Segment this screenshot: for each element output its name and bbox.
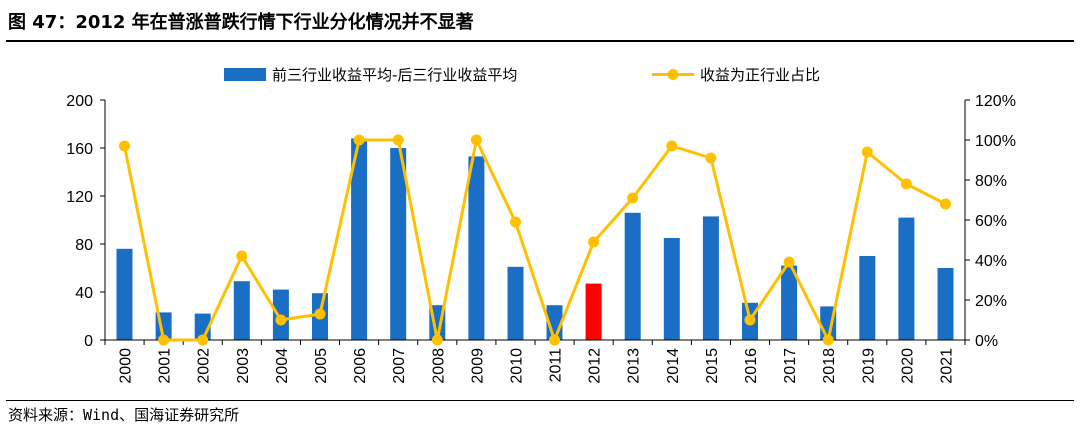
- x-tick-label-2001: 2001: [157, 348, 174, 384]
- bar-2012: [585, 283, 602, 340]
- y-left-tick-label: 40: [75, 285, 93, 302]
- line-point-2014: [666, 140, 678, 152]
- title-rule: [6, 40, 1074, 42]
- x-tick-label-2015: 2015: [704, 348, 721, 384]
- legend-line-label: 收益为正行业占比: [700, 66, 820, 84]
- line-point-2013: [627, 192, 639, 204]
- x-tick-label-2004: 2004: [274, 348, 291, 384]
- y-right-tick-label: 120%: [975, 93, 1016, 110]
- line-point-2016: [744, 314, 756, 326]
- bar-2017: [781, 265, 798, 340]
- legend-bar-label: 前三行业收益平均-后三行业收益平均: [272, 66, 517, 84]
- line-point-2020: [900, 178, 912, 190]
- line-point-2012: [588, 236, 600, 248]
- y-left-tick-label: 0: [84, 333, 93, 350]
- line-point-2017: [783, 256, 795, 268]
- line-series: [119, 134, 951, 346]
- line-point-2008: [431, 334, 443, 346]
- x-tick-label-2021: 2021: [938, 348, 955, 384]
- legend-line-marker: [667, 69, 679, 80]
- x-tick-label-2005: 2005: [313, 348, 330, 384]
- x-tick-label-2014: 2014: [665, 348, 682, 384]
- line-path: [123, 135, 947, 345]
- line-point-2001: [158, 334, 170, 346]
- x-tick-label-2013: 2013: [626, 348, 643, 384]
- bar-2003: [233, 281, 250, 340]
- x-tick-label-2003: 2003: [235, 348, 252, 384]
- x-tick-label-2008: 2008: [430, 348, 447, 384]
- line-point-2021: [940, 198, 951, 210]
- y-right-tick-label: 40%: [975, 253, 1007, 270]
- y-right-tick-label: 60%: [975, 213, 1007, 230]
- line-point-2015: [705, 152, 717, 164]
- x-tick-label-2020: 2020: [899, 348, 916, 384]
- line-point-2006: [353, 134, 365, 146]
- source-rule: [6, 400, 1074, 401]
- line-point-2003: [236, 250, 248, 262]
- bar-2015: [702, 216, 719, 340]
- bar-2014: [663, 238, 680, 340]
- x-tick-label-2018: 2018: [821, 348, 838, 384]
- y-right-tick-label: 20%: [975, 293, 1007, 310]
- x-tick-label-2000: 2000: [118, 348, 135, 384]
- bar-series: [116, 138, 954, 340]
- line-point-2009: [470, 134, 482, 146]
- bar-2019: [859, 256, 876, 340]
- x-tick-label-2009: 2009: [469, 348, 486, 384]
- y-left-tick-label: 200: [66, 93, 93, 110]
- y-right-tick-label: 100%: [975, 133, 1016, 150]
- bar-2010: [507, 266, 524, 340]
- bar-2020: [898, 217, 915, 340]
- x-tick-label-2017: 2017: [782, 348, 799, 384]
- tick-labels: 0 40 80 120 160 200 0% 20% 40% 60% 80% 100% 120% 2000…: [66, 93, 1016, 384]
- x-tick-label-2002: 2002: [196, 348, 213, 384]
- line-point-2005: [314, 308, 326, 320]
- bar-2006: [351, 138, 368, 340]
- bar-2013: [624, 212, 641, 340]
- y-left-tick-label: 120: [66, 189, 93, 206]
- figure-title: 图 47：2012 年在普涨普跌行情下行业分化情况并不显著: [8, 12, 474, 33]
- y-left-tick-label: 160: [66, 141, 93, 158]
- x-tick-label-2019: 2019: [860, 348, 877, 384]
- x-tick-label-2011: 2011: [548, 348, 565, 383]
- line-point-2002: [197, 334, 209, 346]
- x-tick-label-2006: 2006: [352, 348, 369, 384]
- line-point-2000: [119, 140, 130, 152]
- bar-2000: [116, 248, 133, 340]
- x-tick-label-2016: 2016: [743, 348, 760, 384]
- legend-bar-swatch: [224, 68, 266, 81]
- x-tick-label-2010: 2010: [508, 348, 525, 384]
- y-right-tick-label: 80%: [975, 173, 1007, 190]
- axes: [100, 99, 970, 345]
- x-tick-label-2012: 2012: [587, 348, 604, 384]
- y-left-tick-label: 80: [75, 237, 93, 254]
- y-right-tick-label: 0%: [975, 333, 998, 350]
- line-point-2018: [822, 334, 834, 346]
- line-point-2004: [275, 314, 287, 326]
- line-point-2010: [510, 216, 521, 228]
- source-note: 资料来源：Wind、国海证券研究所: [8, 406, 240, 424]
- x-tick-label-2007: 2007: [391, 348, 408, 384]
- bar-2021: [937, 268, 954, 340]
- line-point-2007: [392, 134, 404, 146]
- bar-2009: [468, 156, 485, 340]
- bar-2007: [390, 148, 407, 340]
- line-point-2019: [861, 146, 873, 158]
- line-point-2011: [549, 334, 560, 346]
- legend: 前三行业收益平均-后三行业收益平均 收益为正行业占比: [224, 66, 820, 84]
